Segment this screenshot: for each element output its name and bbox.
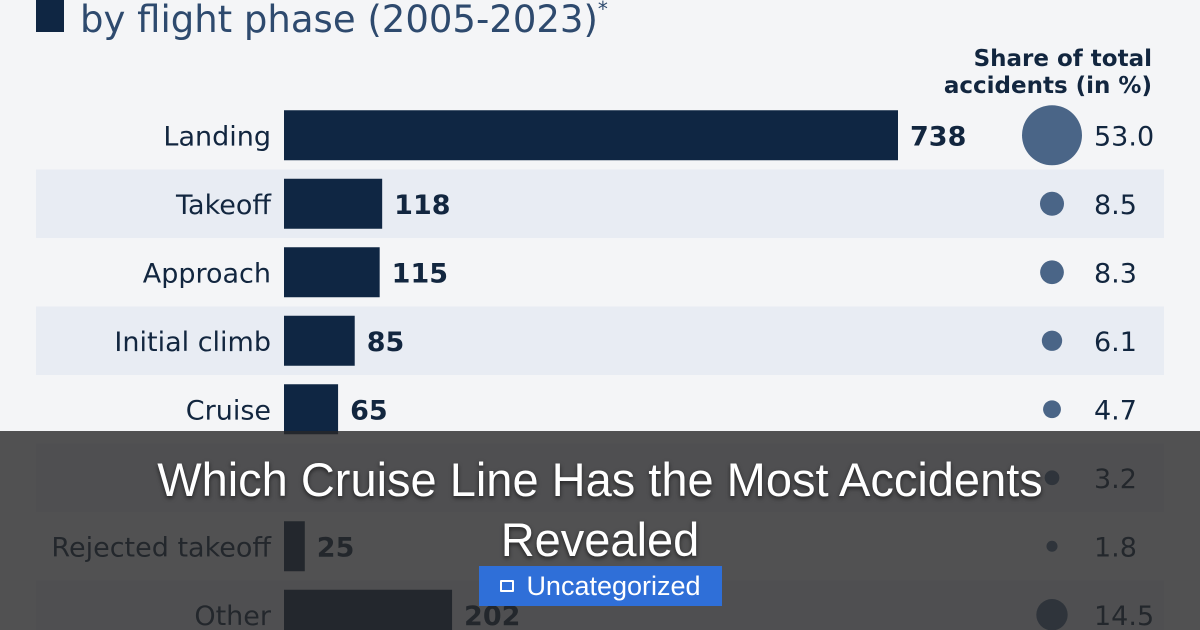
bar xyxy=(284,315,355,366)
share-dot xyxy=(1041,330,1063,351)
value-label: 738 xyxy=(910,121,966,152)
share-dot xyxy=(1040,260,1064,285)
bar xyxy=(284,247,380,298)
share-dot xyxy=(1039,191,1065,216)
category-label: Cruise xyxy=(186,395,271,426)
chart-title: by flight phase (2005-2023)* xyxy=(80,0,608,41)
value-label: 85 xyxy=(367,327,405,358)
share-label: 8.5 xyxy=(1094,190,1137,221)
category-label: Initial climb xyxy=(114,327,271,358)
column-header-line2: accidents (in %) xyxy=(944,73,1152,99)
category-label: Uncategorized xyxy=(526,570,701,601)
share-label: 6.1 xyxy=(1094,327,1137,358)
row-band xyxy=(36,306,1164,375)
category-label: Approach xyxy=(143,258,271,289)
category-label: Takeoff xyxy=(175,190,272,221)
bar xyxy=(284,384,339,435)
value-label: 118 xyxy=(394,190,450,221)
value-label: 65 xyxy=(350,395,388,426)
headline[interactable]: Which Cruise Line Has the Most Accidents… xyxy=(0,450,1200,570)
headline-line2: Revealed xyxy=(500,513,700,566)
share-label: 4.7 xyxy=(1094,395,1137,426)
bar xyxy=(284,110,898,161)
title-marker xyxy=(36,0,64,32)
share-label: 53.0 xyxy=(1094,121,1154,152)
folder-icon xyxy=(500,580,515,592)
share-dot xyxy=(1043,400,1061,419)
bar xyxy=(284,178,383,229)
category-label: Landing xyxy=(163,121,271,152)
column-header-line1: Share of total xyxy=(974,46,1152,72)
row-band xyxy=(36,169,1164,238)
title-footnote-mark: * xyxy=(598,0,608,21)
share-dot xyxy=(1022,105,1082,166)
category-badge[interactable]: Uncategorized xyxy=(479,566,722,606)
share-label: 8.3 xyxy=(1094,258,1137,289)
headline-line1: Which Cruise Line Has the Most Accidents xyxy=(157,453,1043,506)
value-label: 115 xyxy=(392,258,448,289)
